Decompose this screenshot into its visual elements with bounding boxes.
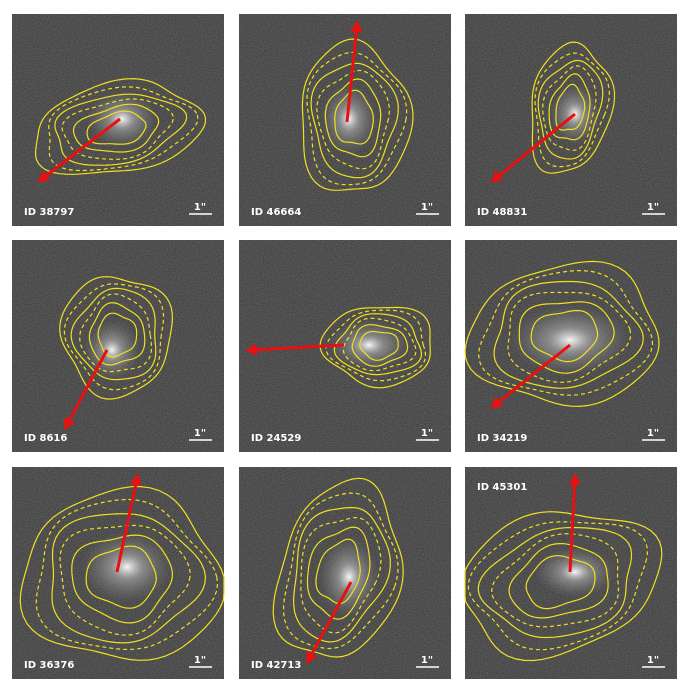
contour xyxy=(70,287,157,381)
panel: ID 8616 1" xyxy=(12,240,224,452)
panel: ID 38797 1" xyxy=(12,14,224,226)
contours xyxy=(531,41,616,174)
scale-label: 1" xyxy=(647,655,659,666)
object-id: ID 36376 xyxy=(24,660,74,671)
contour xyxy=(467,521,649,651)
contour xyxy=(35,498,219,651)
direction-arrow xyxy=(568,473,581,573)
contour xyxy=(292,506,391,643)
contours xyxy=(59,276,174,400)
panel: ID 34219 1" xyxy=(464,240,677,452)
contour xyxy=(97,312,138,358)
direction-arrow xyxy=(345,20,363,123)
contour xyxy=(464,260,660,408)
object-id: ID 34219 xyxy=(477,433,527,444)
contour xyxy=(530,309,599,363)
object-id: ID 45301 xyxy=(477,482,527,493)
contours xyxy=(301,38,414,191)
contour xyxy=(477,526,633,639)
scale-label: 1" xyxy=(421,202,433,213)
contour xyxy=(324,78,382,158)
scale-label: 1" xyxy=(194,655,206,666)
panel: ID 46664 1" xyxy=(239,14,451,226)
direction-arrow xyxy=(64,349,109,431)
contour xyxy=(59,524,191,636)
object-id: ID 38797 xyxy=(24,207,74,218)
contour xyxy=(342,317,417,372)
contour xyxy=(79,293,153,373)
scale-label: 1" xyxy=(194,202,206,213)
contour xyxy=(537,59,604,160)
contour xyxy=(48,86,199,172)
contour xyxy=(86,110,147,145)
object-id: ID 46664 xyxy=(251,207,301,218)
contour xyxy=(548,73,591,141)
object-id: ID 48831 xyxy=(477,207,527,218)
panel: ID 45301 1" xyxy=(464,467,677,679)
galaxy-glow xyxy=(82,532,172,602)
panel: ID 24529 1" xyxy=(239,240,451,452)
contour xyxy=(35,77,207,175)
contour xyxy=(88,302,146,366)
panel: ID 48831 1" xyxy=(465,14,677,226)
contour xyxy=(85,545,157,609)
scale-label: 1" xyxy=(421,655,433,666)
galaxy-glow xyxy=(535,547,615,597)
contour xyxy=(518,301,615,374)
scale-label: 1" xyxy=(194,428,206,439)
contour xyxy=(334,89,374,145)
contour xyxy=(300,516,382,634)
direction-arrow xyxy=(37,117,121,183)
contours xyxy=(464,260,660,408)
contour xyxy=(316,69,391,170)
scale-label: 1" xyxy=(647,202,659,213)
galaxy-glow xyxy=(510,305,630,375)
contour xyxy=(534,52,611,168)
direction-arrow xyxy=(490,343,571,409)
galaxy-glow xyxy=(319,537,379,617)
contour xyxy=(508,542,609,619)
contour xyxy=(464,511,663,662)
contour xyxy=(71,534,174,624)
contours xyxy=(35,77,207,175)
contour xyxy=(493,280,644,389)
contour xyxy=(306,526,371,620)
contour xyxy=(531,41,616,174)
contour xyxy=(555,83,586,131)
contour xyxy=(351,324,409,367)
contours xyxy=(19,485,225,661)
contours xyxy=(272,477,404,658)
contour xyxy=(54,93,188,166)
direction-arrow xyxy=(306,581,353,665)
contour xyxy=(315,538,361,605)
scale-label: 1" xyxy=(647,428,659,439)
contour xyxy=(51,513,207,644)
contour xyxy=(477,269,654,396)
contour xyxy=(542,65,597,151)
direction-arrow xyxy=(490,112,576,183)
contour xyxy=(507,291,632,383)
galaxy-glow xyxy=(321,84,377,154)
contour xyxy=(72,103,160,153)
contour xyxy=(59,276,174,400)
contour xyxy=(19,485,225,661)
direction-arrow xyxy=(245,343,345,356)
object-id: ID 8616 xyxy=(24,433,67,444)
panel: ID 42713 1" xyxy=(239,467,451,679)
scale-label: 1" xyxy=(421,428,433,439)
contour xyxy=(491,533,620,628)
object-id: ID 42713 xyxy=(251,660,301,671)
contour xyxy=(283,492,399,650)
object-id: ID 24529 xyxy=(251,433,301,444)
direction-arrow xyxy=(115,473,142,573)
contour xyxy=(301,38,414,191)
panel: ID 36376 1" xyxy=(12,467,225,679)
contour xyxy=(310,62,399,179)
contour xyxy=(272,477,404,658)
contour xyxy=(359,330,399,361)
contour xyxy=(306,51,408,186)
